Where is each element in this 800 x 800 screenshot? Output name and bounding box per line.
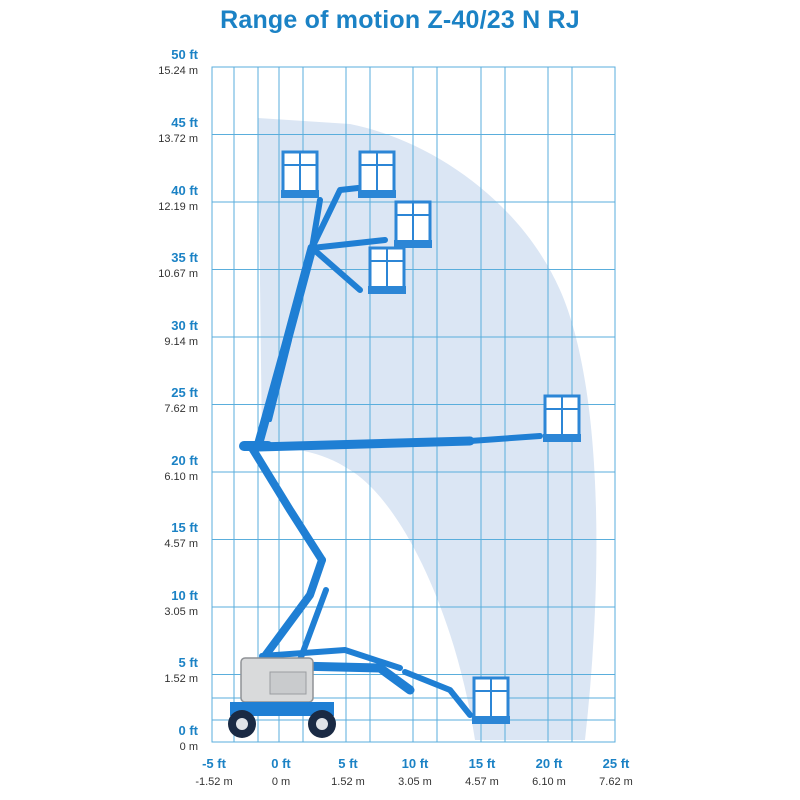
- y-tick-m: 4.57 m: [164, 538, 198, 550]
- y-tick-ft: 0 ft: [179, 723, 199, 738]
- diagram-title: Range of motion Z-40/23 N RJ: [220, 6, 580, 34]
- y-tick-m: 12.19 m: [158, 201, 198, 213]
- x-tick-ft: 10 ft: [402, 756, 429, 771]
- x-tick-ft: 20 ft: [536, 756, 563, 771]
- chassis: [228, 657, 336, 738]
- y-axis-labels: 50 ft 15.24 m 45 ft 13.72 m 40 ft 12.19 …: [158, 47, 198, 753]
- y-tick-ft: 10 ft: [171, 588, 198, 603]
- y-tick-ft: 35 ft: [171, 250, 198, 265]
- x-tick-m: 3.05 m: [398, 776, 432, 788]
- y-tick-ft: 30 ft: [171, 318, 198, 333]
- y-tick-m: 9.14 m: [164, 336, 198, 348]
- x-tick-m: -1.52 m: [195, 776, 232, 788]
- x-tick-m: 4.57 m: [465, 776, 499, 788]
- y-tick-m: 6.10 m: [164, 471, 198, 483]
- x-axis-labels: -5 ft -1.52 m 0 ft 0 m 5 ft 1.52 m 10 ft…: [195, 756, 632, 788]
- y-tick-m: 10.67 m: [158, 268, 198, 280]
- y-tick-ft: 45 ft: [171, 115, 198, 130]
- y-tick-ft: 20 ft: [171, 453, 198, 468]
- y-tick-ft: 5 ft: [179, 655, 199, 670]
- y-tick-m: 13.72 m: [158, 133, 198, 145]
- x-tick-ft: 25 ft: [603, 756, 630, 771]
- y-tick-m: 3.05 m: [164, 606, 198, 618]
- x-tick-m: 7.62 m: [599, 776, 633, 788]
- y-tick-ft: 50 ft: [171, 47, 198, 62]
- x-tick-ft: 0 ft: [271, 756, 291, 771]
- y-tick-ft: 15 ft: [171, 520, 198, 535]
- y-tick-m: 15.24 m: [158, 65, 198, 77]
- x-tick-ft: -5 ft: [202, 756, 227, 771]
- x-tick-m: 6.10 m: [532, 776, 566, 788]
- y-tick-ft: 25 ft: [171, 385, 198, 400]
- y-tick-m: 0 m: [180, 741, 198, 753]
- x-tick-m: 1.52 m: [331, 776, 365, 788]
- x-tick-ft: 5 ft: [338, 756, 358, 771]
- platform-baskets: [279, 150, 321, 200]
- y-tick-m: 1.52 m: [164, 673, 198, 685]
- x-tick-ft: 15 ft: [469, 756, 496, 771]
- y-tick-ft: 40 ft: [171, 183, 198, 198]
- y-tick-m: 7.62 m: [164, 403, 198, 415]
- x-tick-m: 0 m: [272, 776, 290, 788]
